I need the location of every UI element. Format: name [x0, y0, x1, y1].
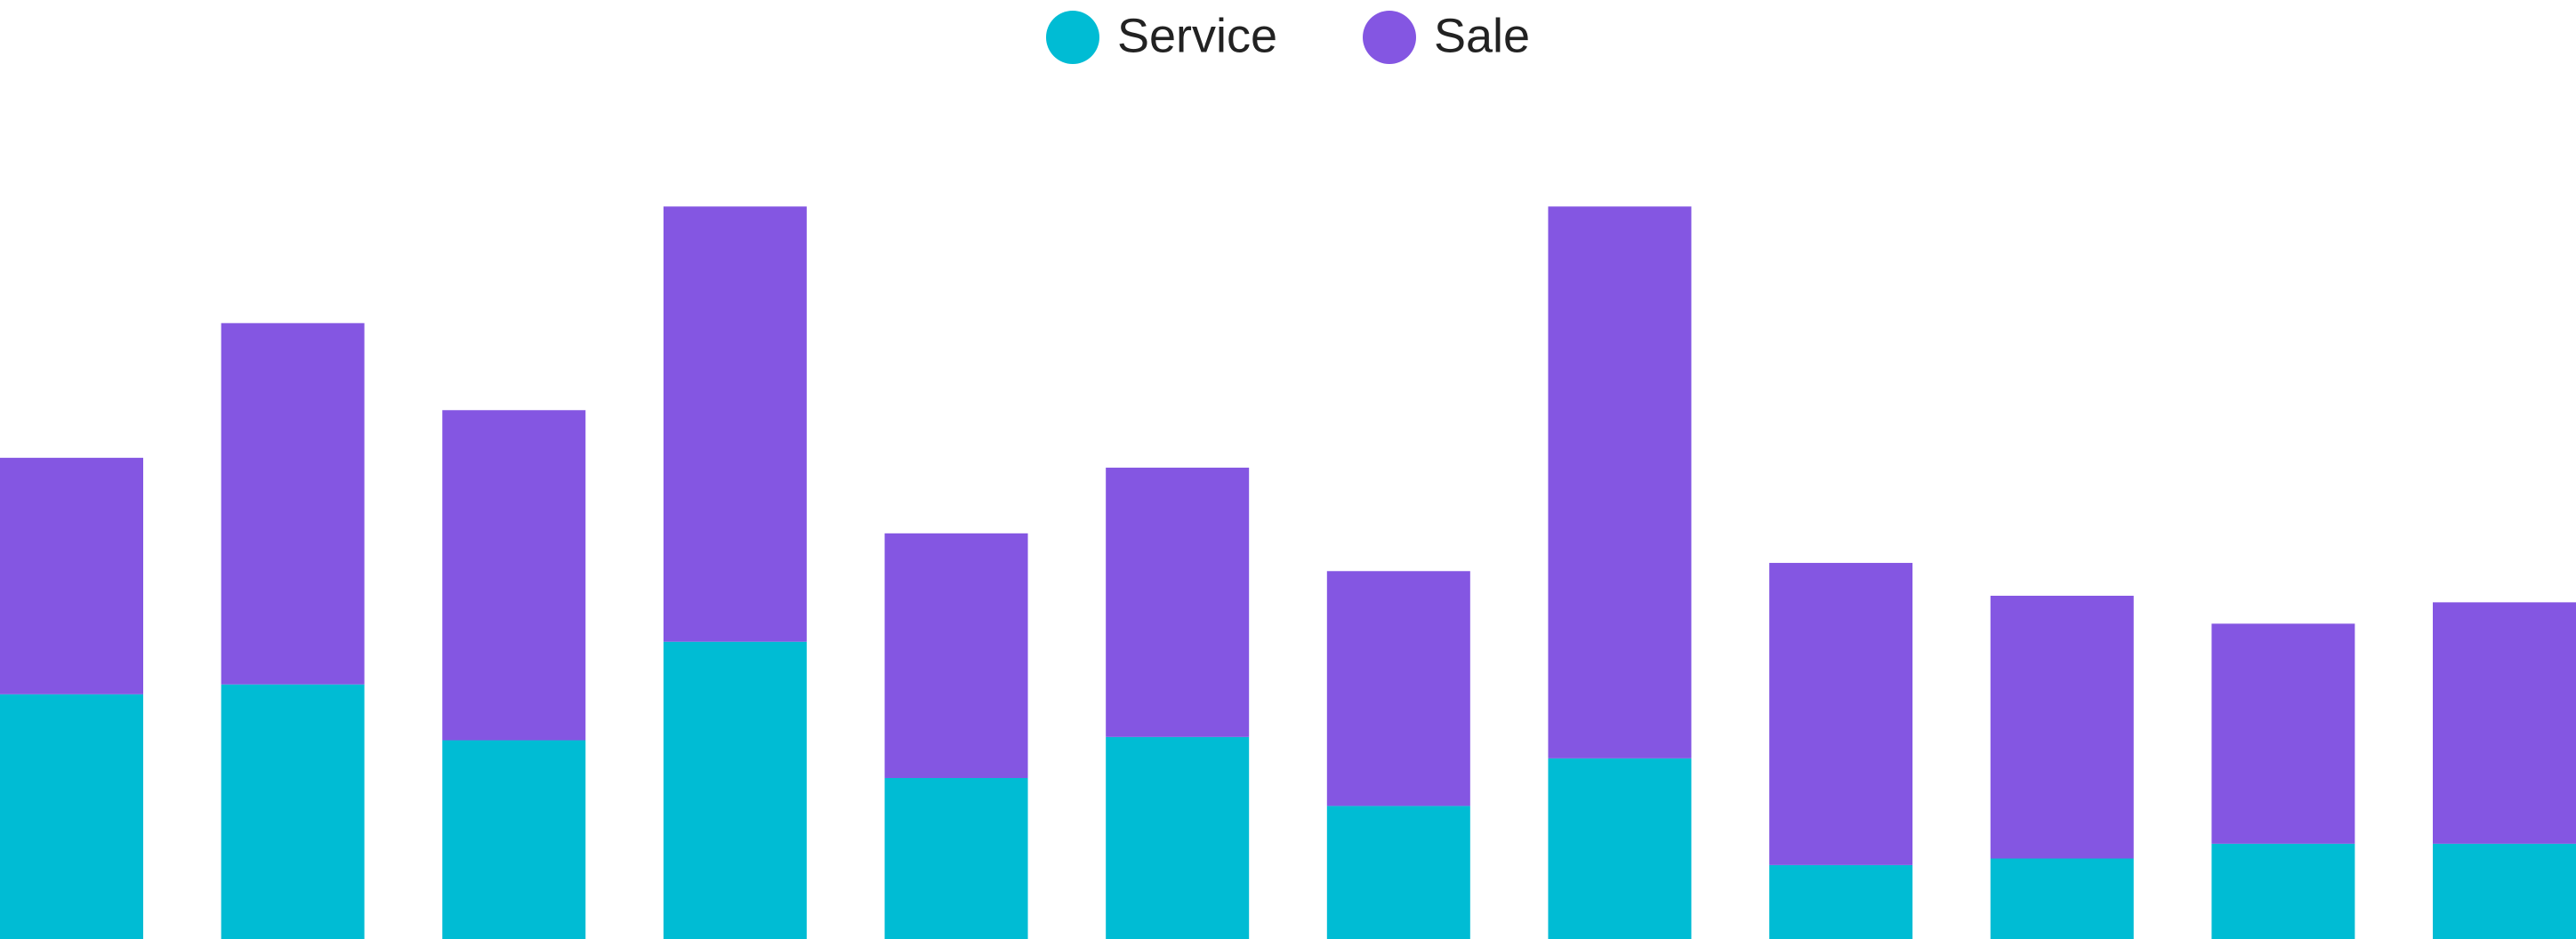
- bar-segment: [2211, 843, 2355, 939]
- bar-segment: [1769, 864, 1913, 939]
- legend-label: Service: [1117, 9, 1277, 62]
- bar-segment: [884, 777, 1028, 939]
- bar-segment: [1326, 806, 1470, 939]
- bar-segment: [663, 641, 807, 939]
- bar-segment: [0, 457, 143, 694]
- legend-swatch: [1363, 11, 1416, 64]
- bar-segment: [1548, 758, 1692, 939]
- bar-segment: [1106, 467, 1250, 737]
- legend-swatch: [1046, 11, 1099, 64]
- bar-segment: [442, 740, 586, 939]
- bar-segment: [0, 694, 143, 939]
- bar-segment: [1990, 858, 2134, 939]
- bar-segment: [663, 206, 807, 642]
- bar-segment: [221, 684, 365, 939]
- bar-segment: [1769, 563, 1913, 865]
- bar-segment: [2433, 602, 2576, 844]
- bar-segment: [442, 410, 586, 741]
- bar-segment: [2433, 843, 2576, 939]
- bar-segment: [884, 533, 1028, 778]
- bar-segment: [1106, 736, 1250, 939]
- bar-segment: [2211, 623, 2355, 844]
- bar-segment: [1990, 595, 2134, 859]
- legend-label: Sale: [1434, 9, 1530, 62]
- bar-segment: [1326, 571, 1470, 807]
- bar-segment: [221, 323, 365, 685]
- bar-segment: [1548, 206, 1692, 758]
